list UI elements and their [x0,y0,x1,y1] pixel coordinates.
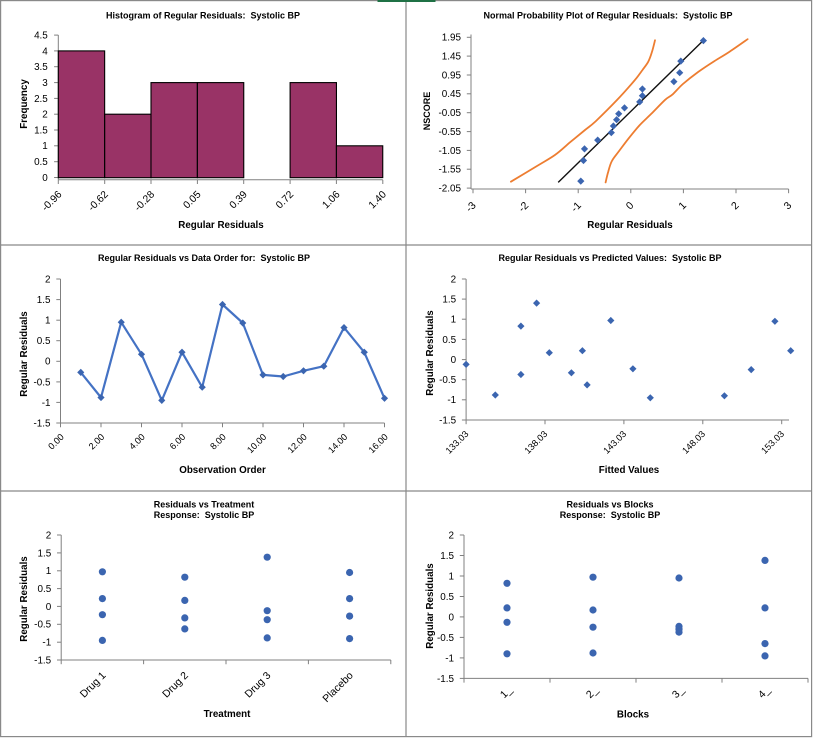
svg-text:3.5: 3.5 [34,62,48,73]
svg-text:4.5: 4.5 [34,31,48,42]
svg-text:4: 4 [42,46,48,57]
svg-text:Observation Order: Observation Order [179,465,266,476]
svg-text:1.5: 1.5 [37,295,51,306]
svg-text:0: 0 [449,612,455,623]
svg-text:Response: Systolic BP: Response: Systolic BP [560,510,661,520]
svg-text:-0.55: -0.55 [438,127,461,138]
svg-text:2: 2 [451,274,457,285]
svg-text:Regular Residuals vs Data Orde: Regular Residuals vs Data Order for: Sys… [98,253,310,263]
svg-text:-1: -1 [445,653,454,664]
svg-text:0.5: 0.5 [442,335,456,346]
svg-text:0.5: 0.5 [37,584,51,595]
svg-text:-1: -1 [447,395,456,406]
svg-text:1.5: 1.5 [442,295,456,306]
svg-text:0.5: 0.5 [34,157,48,168]
svg-text:-1.55: -1.55 [438,165,461,176]
svg-text:0.45: 0.45 [442,89,462,100]
svg-text:2: 2 [45,274,51,285]
svg-text:0: 0 [45,357,51,368]
svg-text:2: 2 [46,530,52,541]
svg-text:2.5: 2.5 [34,94,48,105]
svg-text:Normal Probability Plot of Reg: Normal Probability Plot of Regular Resid… [483,11,732,21]
svg-text:0: 0 [42,173,48,184]
svg-text:Regular Residuals: Regular Residuals [19,556,30,642]
svg-text:-0.5: -0.5 [439,375,457,386]
svg-text:1: 1 [449,571,455,582]
svg-text:-1: -1 [42,638,51,649]
svg-text:Residuals vs Blocks: Residuals vs Blocks [566,500,653,510]
svg-text:Regular Residuals: Regular Residuals [425,310,436,396]
svg-text:1.5: 1.5 [37,548,51,559]
svg-text:0: 0 [451,355,457,366]
svg-text:Treatment: Treatment [204,709,252,720]
svg-text:1.5: 1.5 [34,125,48,136]
svg-text:-1.5: -1.5 [33,418,51,429]
svg-text:0.5: 0.5 [440,592,454,603]
svg-text:Regular Residuals: Regular Residuals [425,563,436,649]
svg-text:1: 1 [451,315,457,326]
svg-text:-1.5: -1.5 [439,415,457,426]
svg-text:-1.5: -1.5 [34,655,52,666]
svg-text:-1: -1 [42,398,51,409]
svg-text:1.45: 1.45 [442,52,462,63]
svg-text:0.95: 0.95 [442,70,462,81]
svg-text:Frequency: Frequency [19,79,30,129]
svg-text:-0.05: -0.05 [438,108,461,119]
svg-text:3: 3 [42,78,48,89]
svg-text:1: 1 [45,316,51,327]
svg-text:2: 2 [42,110,48,121]
svg-text:Residuals vs Treatment: Residuals vs Treatment [154,500,255,510]
svg-text:Regular Residuals: Regular Residuals [178,220,264,231]
svg-text:1.95: 1.95 [442,33,462,44]
svg-text:-0.5: -0.5 [33,377,51,388]
svg-text:1: 1 [42,141,48,152]
svg-text:0: 0 [46,602,52,613]
svg-text:Regular Residuals vs Predicted: Regular Residuals vs Predicted Values: S… [498,253,721,263]
svg-text:NSCORE: NSCORE [422,92,432,131]
svg-text:2: 2 [449,530,455,541]
svg-text:-0.5: -0.5 [437,633,455,644]
svg-text:-1.05: -1.05 [438,146,461,157]
svg-text:Regular Residuals: Regular Residuals [19,311,30,397]
svg-text:Blocks: Blocks [617,710,650,721]
svg-text:-1.5: -1.5 [437,674,455,685]
svg-text:Response: Systolic BP: Response: Systolic BP [154,510,255,520]
svg-text:-2.05: -2.05 [438,184,461,195]
svg-text:Histogram of Regular Residuals: Histogram of Regular Residuals: Systolic… [106,11,300,21]
svg-text:Fitted Values: Fitted Values [599,465,660,476]
svg-text:1: 1 [46,566,52,577]
svg-text:0.5: 0.5 [37,336,51,347]
svg-text:Regular Residuals: Regular Residuals [587,220,673,231]
svg-text:1.5: 1.5 [440,551,454,562]
svg-text:-0.5: -0.5 [34,620,52,631]
